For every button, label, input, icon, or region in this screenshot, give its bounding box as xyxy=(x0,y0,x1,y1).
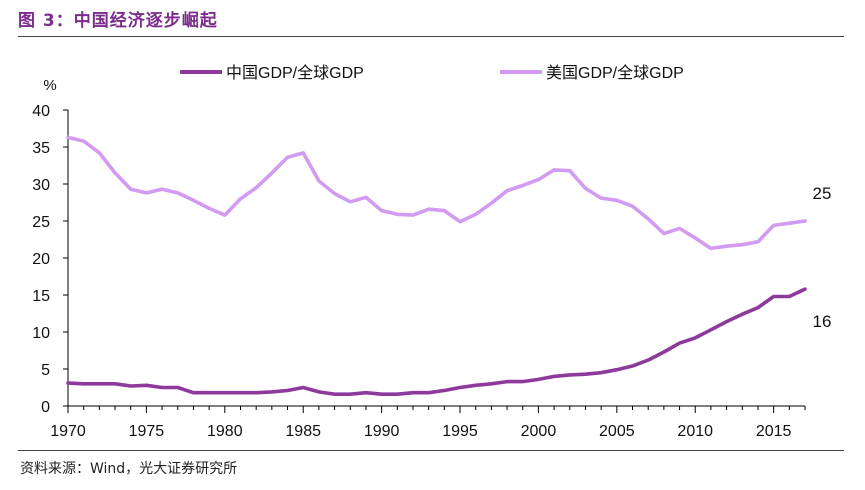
x-tick-label: 1970 xyxy=(50,423,86,440)
x-tick-label: 2000 xyxy=(521,423,557,440)
series-end-label: 16 xyxy=(813,312,832,331)
series-end-label: 25 xyxy=(813,184,832,203)
x-tick-label: 1990 xyxy=(364,423,400,440)
chart-legend: 中国GDP/全球GDP 美国GDP/全球GDP xyxy=(180,64,684,82)
x-tick-label: 1980 xyxy=(207,423,243,440)
x-tick-label: 2010 xyxy=(677,423,713,440)
x-tick-label: 1975 xyxy=(129,423,165,440)
y-axis-unit: % xyxy=(43,77,56,94)
source-divider xyxy=(18,450,844,451)
legend-label: 中国GDP/全球GDP xyxy=(226,64,364,82)
y-tick-label: 20 xyxy=(32,251,50,268)
line-chart: 0 5 10 15 20 25 30 35 40% 1970 1975 1980 1985 1990 199… xyxy=(32,64,832,440)
series-line-1 xyxy=(66,287,807,397)
source-note: 资料来源：Wind，光大证券研究所 xyxy=(20,461,238,477)
y-tick-label: 0 xyxy=(41,399,50,416)
x-tick-label: 1995 xyxy=(442,423,478,440)
title-divider xyxy=(18,36,844,37)
y-tick-label: 15 xyxy=(32,288,50,305)
chart-axes: 0 5 10 15 20 25 30 35 40% 1970 1975 1980 1985 1990 199… xyxy=(32,77,806,440)
figure-title: 图 3：中国经济逐步崛起 xyxy=(18,11,218,31)
y-tick-label: 10 xyxy=(32,325,50,342)
x-tick-label: 2015 xyxy=(756,423,792,440)
y-tick-label: 35 xyxy=(32,140,50,157)
x-tick-label: 1985 xyxy=(285,423,321,440)
legend-label: 美国GDP/全球GDP xyxy=(546,64,684,82)
y-tick-label: 30 xyxy=(32,177,50,194)
y-tick-label: 40 xyxy=(32,103,50,120)
series-line-2 xyxy=(66,135,807,251)
y-tick-label: 5 xyxy=(41,362,50,379)
y-tick-label: 25 xyxy=(32,214,50,231)
x-tick-label: 2005 xyxy=(599,423,635,440)
